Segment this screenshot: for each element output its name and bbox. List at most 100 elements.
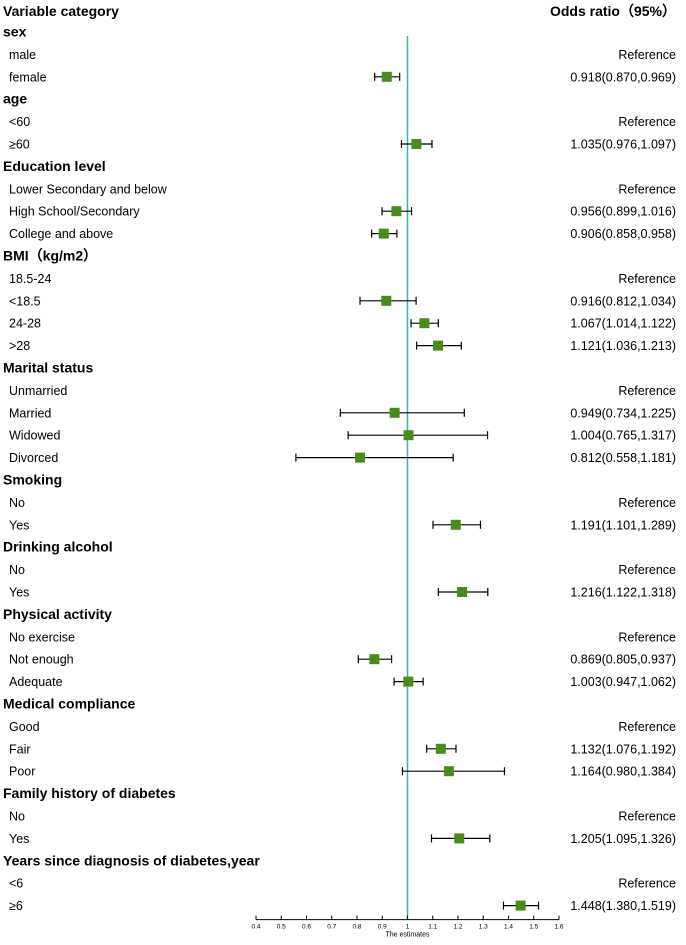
item-row: Yes 1.191(1.101,1.289) <box>9 518 676 532</box>
odds-ratio-text: 1.191(1.101,1.289) <box>570 518 676 532</box>
x-tick-label: 1 <box>406 924 410 931</box>
item-row: No Reference <box>9 563 676 577</box>
item-row: Fair 1.132(1.076,1.192) <box>9 742 676 756</box>
odds-ratio-text: 1.003(0.947,1.062) <box>570 675 676 689</box>
odds-ratio-marker <box>381 295 392 306</box>
odds-ratio-text: Reference <box>618 563 676 577</box>
row-label: Yes <box>9 518 29 532</box>
row-label: No exercise <box>9 630 75 644</box>
row-label: Fair <box>9 742 31 756</box>
item-row: <6 Reference <box>9 877 676 891</box>
x-axis: 0.4 0.5 0.6 0.7 0.8 0.9 1 1.1 1.2 1.3 1.4 1.5 1.6 The… <box>251 915 564 939</box>
group-label: Drinking alcohol <box>3 539 113 555</box>
odds-ratio-marker <box>369 654 380 665</box>
row-label: High School/Secondary <box>9 205 140 219</box>
item-row: No exercise Reference <box>9 630 676 644</box>
odds-ratio-text: 0.812(0.558,1.181) <box>570 451 676 465</box>
odds-ratio-text: Reference <box>618 48 676 62</box>
group-row: sex <box>3 24 27 40</box>
odds-ratio-text: 1.448(1.380,1.519) <box>570 899 676 913</box>
x-axis-label: The estimates <box>386 932 430 939</box>
odds-ratio-text: 0.949(0.734,1.225) <box>570 406 676 420</box>
x-tick-label: 1.4 <box>504 924 513 931</box>
item-row: College and above 0.906(0.858,0.958) <box>9 227 676 241</box>
odds-ratio-text: 0.956(0.899,1.016) <box>570 205 676 219</box>
row-label: 18.5-24 <box>9 272 51 286</box>
odds-ratio-marker <box>454 833 465 844</box>
odds-ratio-marker <box>457 587 468 597</box>
group-row: Medical compliance <box>3 696 135 712</box>
group-label: Family history of diabetes <box>3 785 176 801</box>
odds-ratio-text: Reference <box>618 496 676 510</box>
item-row: 24-28 1.067(1.014,1.122) <box>9 317 676 331</box>
item-row: Yes 1.216(1.122,1.318) <box>9 586 676 600</box>
group-label: Marital status <box>3 360 93 376</box>
odds-ratio-marker <box>433 340 444 351</box>
odds-ratio-column-header: Odds ratio（95%） <box>550 3 676 19</box>
odds-ratio-marker <box>403 676 414 687</box>
x-tick-label: 0.6 <box>302 924 311 931</box>
variable-column-header: Variable category <box>3 3 119 19</box>
row-label: <18.5 <box>9 294 41 308</box>
group-label: Education level <box>3 158 106 174</box>
odds-ratio-text: Reference <box>618 272 676 286</box>
odds-ratio-text: Reference <box>618 877 676 891</box>
odds-ratio-marker <box>443 766 454 777</box>
odds-ratio-marker <box>411 139 422 149</box>
odds-ratio-marker <box>389 407 400 418</box>
row-label: <6 <box>9 877 23 891</box>
row-label: Yes <box>9 832 29 846</box>
group-row: Drinking alcohol <box>3 539 113 555</box>
x-tick-label: 0.5 <box>277 924 286 931</box>
odds-ratio-text: 1.216(1.122,1.318) <box>570 586 676 600</box>
group-row: Marital status <box>3 360 93 376</box>
odds-ratio-marker <box>403 430 414 441</box>
odds-ratio-text: 0.906(0.858,0.958) <box>570 227 676 241</box>
item-row: Divorced 0.812(0.558,1.181) <box>9 451 676 465</box>
item-row: <18.5 0.916(0.812,1.034) <box>9 294 676 308</box>
group-row: Years since diagnosis of diabetes,year <box>3 852 260 868</box>
x-tick-label: 1.1 <box>428 924 437 931</box>
group-row: BMI（kg/m2） <box>3 248 97 264</box>
odds-ratio-marker <box>515 900 526 911</box>
odds-ratio-text: Reference <box>618 115 676 129</box>
x-tick-label: 1.5 <box>529 924 538 931</box>
row-label: Yes <box>9 586 29 600</box>
x-tick-label: 0.9 <box>378 924 387 931</box>
row-label: 24-28 <box>9 317 41 331</box>
odds-ratio-text: 0.916(0.812,1.034) <box>570 294 676 308</box>
item-row: Married 0.949(0.734,1.225) <box>9 406 676 420</box>
row-label: male <box>9 48 36 62</box>
x-tick-label: 1.3 <box>479 924 488 931</box>
group-label: Years since diagnosis of diabetes,year <box>3 852 260 868</box>
item-row: Good Reference <box>9 720 676 734</box>
odds-ratio-marker <box>419 318 430 329</box>
item-row: Adequate 1.003(0.947,1.062) <box>9 675 676 689</box>
odds-ratio-text: 1.205(1.095,1.326) <box>570 832 676 846</box>
row-label: female <box>9 70 47 84</box>
row-label: <60 <box>9 115 30 129</box>
odds-ratio-text: 0.869(0.805,0.937) <box>570 653 676 667</box>
x-tick-label: 1.6 <box>554 924 563 931</box>
item-row: female 0.918(0.870,0.969) <box>9 70 676 84</box>
group-row: Smoking <box>3 472 62 488</box>
odds-ratio-text: 1.164(0.980,1.384) <box>570 765 676 779</box>
item-row: High School/Secondary 0.956(0.899,1.016) <box>9 205 676 219</box>
odds-ratio-text: 1.132(1.076,1.192) <box>570 742 676 756</box>
x-tick-label: 0.8 <box>352 924 361 931</box>
row-label: ≥6 <box>9 899 23 913</box>
row-label: ≥60 <box>9 138 30 152</box>
odds-ratio-text: 1.035(0.976,1.097) <box>570 138 676 152</box>
odds-ratio-text: 1.067(1.014,1.122) <box>570 317 676 331</box>
row-label: Poor <box>9 765 35 779</box>
item-row: Unmarried Reference <box>9 384 676 398</box>
group-label: BMI（kg/m2） <box>3 248 97 264</box>
odds-ratio-text: Reference <box>618 384 676 398</box>
odds-ratio-marker <box>391 206 402 217</box>
row-label: Divorced <box>9 451 58 465</box>
odds-ratio-marker <box>355 452 366 463</box>
group-label: Physical activity <box>3 606 112 622</box>
row-label: Good <box>9 720 40 734</box>
odds-ratio-text: Reference <box>618 182 676 196</box>
